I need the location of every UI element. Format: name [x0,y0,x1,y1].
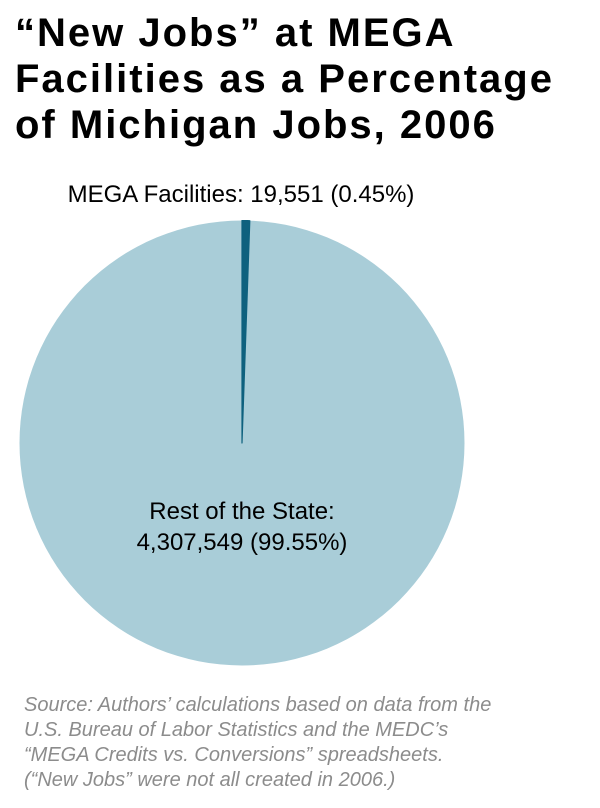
slice-label-rest-line-2: 4,307,549 (99.55%) [136,529,348,556]
source-note: Source: Authors’ calculations based on d… [24,693,491,793]
slice-label-rest-of-state: Rest of the State: 4,307,549 (99.55%) [17,496,467,558]
pie-chart [19,220,465,666]
chart-title-line-2: Facilities as a Percentage [15,57,554,101]
source-note-line-4: (“New Jobs” were not all created in 2006… [24,769,396,791]
slice-label-mega-facilities: MEGA Facilities: 19,551 (0.45%) [67,181,415,208]
source-note-line-3: “MEGA Credits vs. Conversions” spreadshe… [24,744,444,766]
source-note-line-1: Source: Authors’ calculations based on d… [24,694,492,716]
chart-title: “New Jobs” at MEGA Facilities as a Perce… [15,10,554,148]
slice-label-rest-line-1: Rest of the State: [149,498,335,525]
chart-title-line-3: of Michigan Jobs, 2006 [15,103,497,147]
chart-title-line-1: “New Jobs” at MEGA [15,11,456,55]
source-note-line-2: U.S. Bureau of Labor Statistics and the … [24,719,449,741]
pie-slice-mega-facilities [241,220,251,444]
